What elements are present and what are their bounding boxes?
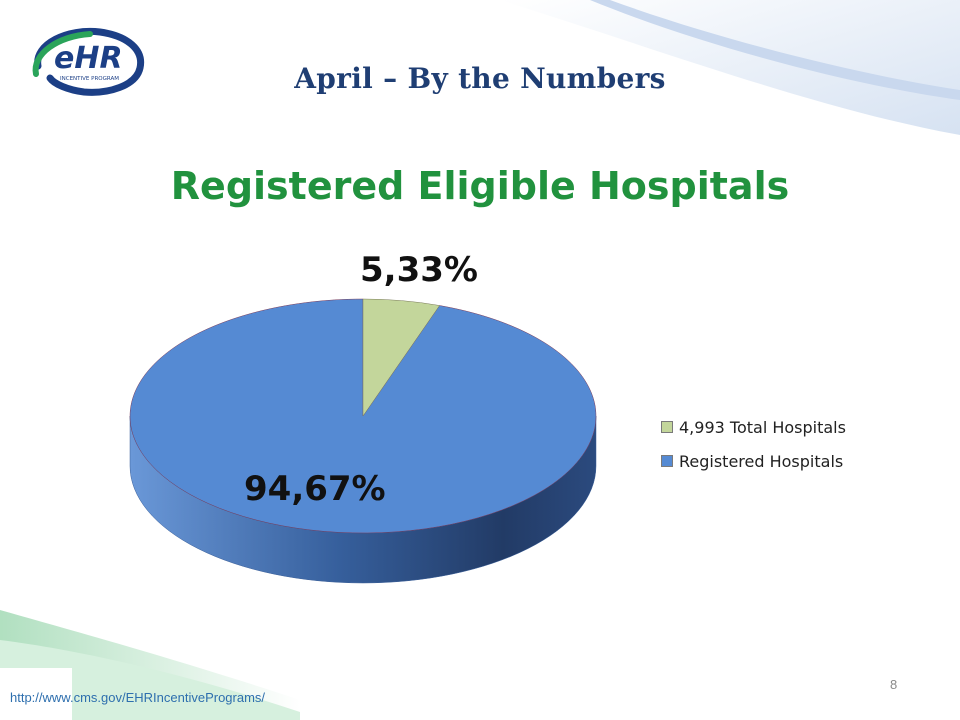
data-label-total-hospitals: 5,33%	[360, 250, 478, 290]
chart-legend: 4,993 Total Hospitals Registered Hospita…	[661, 410, 846, 478]
legend-item-registered-hospitals: Registered Hospitals	[661, 444, 846, 478]
legend-label: Registered Hospitals	[679, 451, 844, 471]
footer-url-link[interactable]: http://www.cms.gov/EHRIncentivePrograms/	[10, 690, 266, 705]
legend-item-total-hospitals: 4,993 Total Hospitals	[661, 410, 846, 444]
ehr-logo: eHR INCENTIVE PROGRAM	[32, 27, 145, 96]
legend-swatch	[661, 455, 673, 467]
legend-swatch	[661, 421, 673, 433]
logo-wordmark: eHR	[54, 41, 123, 76]
legend-label: 4,993 Total Hospitals	[679, 417, 846, 437]
page-number: 8	[890, 677, 898, 692]
chart-title: Registered Eligible Hospitals	[170, 164, 790, 208]
slice-total-hospitals	[362, 298, 441, 417]
slide-title: April – By the Numbers	[294, 62, 666, 95]
data-label-registered-hospitals: 94,67%	[244, 469, 386, 509]
logo-subtext: INCENTIVE PROGRAM	[60, 76, 119, 82]
